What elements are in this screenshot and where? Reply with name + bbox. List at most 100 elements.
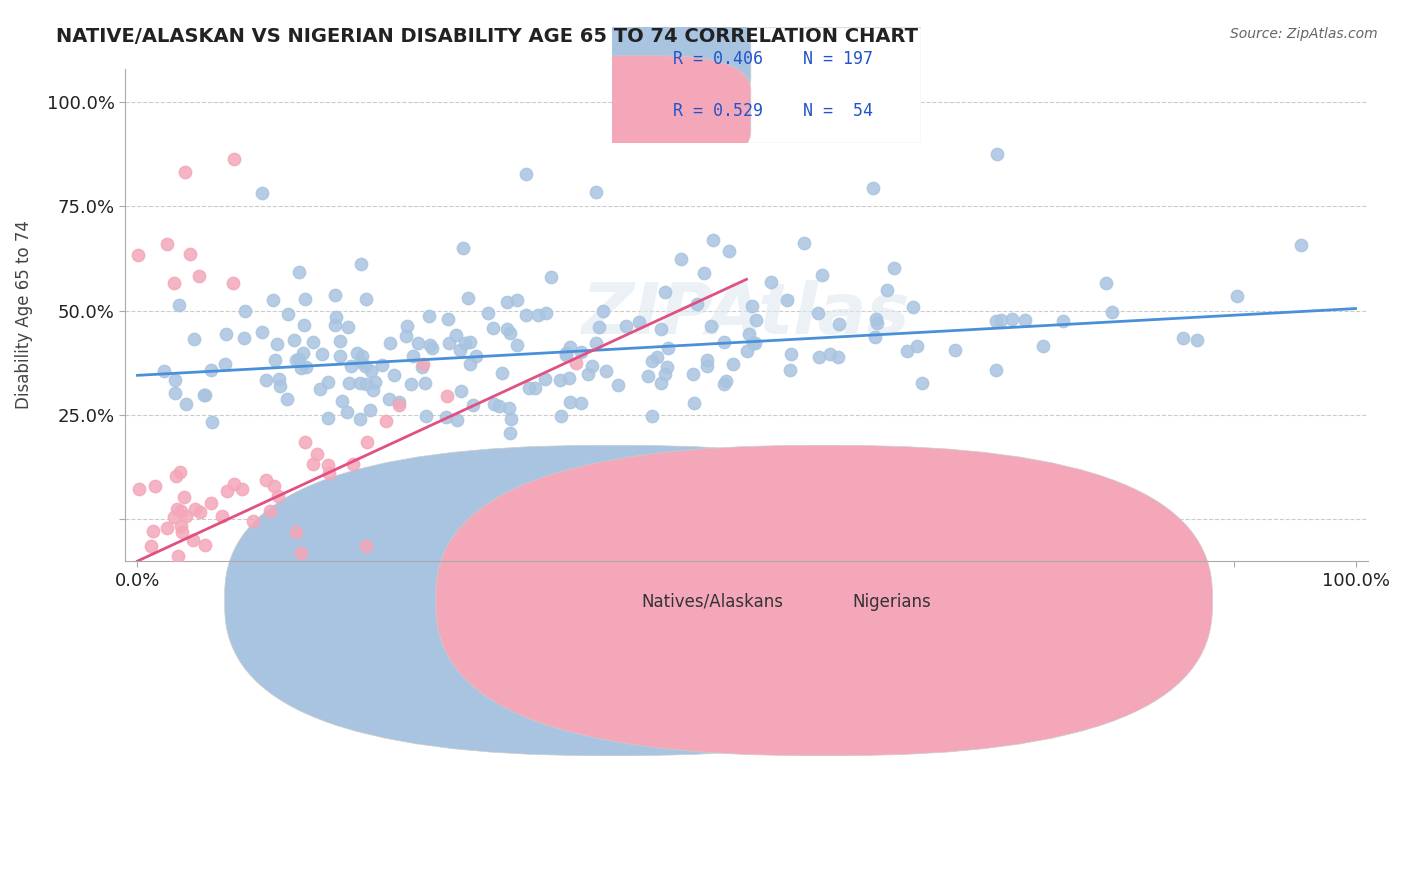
Point <box>356 435 378 450</box>
Point <box>363 375 385 389</box>
Point <box>458 357 481 371</box>
Point <box>458 335 481 350</box>
Point <box>200 363 222 377</box>
Point <box>558 371 581 385</box>
Point <box>349 376 371 390</box>
Point <box>700 319 723 334</box>
Point <box>388 398 411 412</box>
Point <box>713 335 735 350</box>
Point <box>876 283 898 297</box>
Point <box>515 167 537 181</box>
Point <box>499 326 522 340</box>
Text: ZIPAtlas: ZIPAtlas <box>582 280 911 350</box>
Point <box>264 353 287 368</box>
FancyBboxPatch shape <box>529 4 751 114</box>
Point <box>359 402 381 417</box>
FancyBboxPatch shape <box>225 445 1001 756</box>
Point <box>607 377 630 392</box>
Point <box>349 412 371 426</box>
Point <box>340 359 363 374</box>
Point <box>793 235 815 250</box>
Point <box>744 335 766 350</box>
Point <box>283 333 305 347</box>
Point <box>354 359 377 374</box>
Point <box>374 414 396 428</box>
Point <box>169 466 191 480</box>
Point <box>488 399 510 413</box>
Point <box>865 311 887 326</box>
Point <box>294 292 316 306</box>
Point <box>323 288 346 302</box>
Point <box>718 244 741 258</box>
Point <box>437 311 460 326</box>
Point <box>302 458 325 472</box>
Point <box>592 304 614 318</box>
Point <box>654 367 676 381</box>
Point <box>266 337 288 351</box>
Point <box>254 373 277 387</box>
Point <box>183 502 205 516</box>
Point <box>696 353 718 368</box>
Point <box>166 502 188 516</box>
Point <box>250 325 273 339</box>
Point <box>434 410 457 425</box>
Point <box>903 300 925 314</box>
Point <box>284 352 307 367</box>
Point <box>165 469 187 483</box>
Point <box>402 349 425 363</box>
Point <box>396 318 419 333</box>
Point <box>330 393 353 408</box>
Point <box>172 525 194 540</box>
Point <box>174 508 197 523</box>
Point <box>156 521 179 535</box>
Point <box>650 322 672 336</box>
Point <box>713 376 735 391</box>
Point <box>350 349 373 363</box>
Point <box>776 293 799 307</box>
Point <box>654 285 676 299</box>
Point <box>420 341 443 355</box>
Point <box>828 318 851 332</box>
Text: Source: ZipAtlas.com: Source: ZipAtlas.com <box>1230 27 1378 41</box>
Point <box>911 376 934 390</box>
Point <box>325 310 347 325</box>
Point <box>419 338 441 352</box>
Point <box>495 295 517 310</box>
Point <box>157 566 180 581</box>
Point <box>820 347 842 361</box>
Point <box>382 368 405 382</box>
Point <box>738 326 761 341</box>
Point <box>527 308 550 322</box>
Point <box>986 363 1008 377</box>
Point <box>302 334 325 349</box>
Point <box>439 335 461 350</box>
Point <box>388 394 411 409</box>
Point <box>254 473 277 487</box>
Point <box>742 335 765 350</box>
Point <box>167 298 190 312</box>
Point <box>484 397 506 411</box>
Point <box>686 297 709 311</box>
Point <box>233 304 256 318</box>
Point <box>316 458 339 472</box>
Point <box>735 344 758 359</box>
Point <box>560 395 582 409</box>
Point <box>143 479 166 493</box>
Point <box>211 508 233 523</box>
Point <box>534 306 557 320</box>
Point <box>399 377 422 392</box>
Point <box>139 564 162 578</box>
Point <box>181 533 204 548</box>
Point <box>222 276 245 290</box>
Point <box>276 392 298 407</box>
Point <box>342 458 364 472</box>
Point <box>156 236 179 251</box>
Point <box>896 343 918 358</box>
Point <box>166 549 188 564</box>
Point <box>139 539 162 553</box>
Point <box>1014 313 1036 327</box>
Text: R = 0.529    N =  54: R = 0.529 N = 54 <box>673 102 873 120</box>
Point <box>413 376 436 390</box>
FancyBboxPatch shape <box>529 55 751 166</box>
Point <box>515 308 537 322</box>
